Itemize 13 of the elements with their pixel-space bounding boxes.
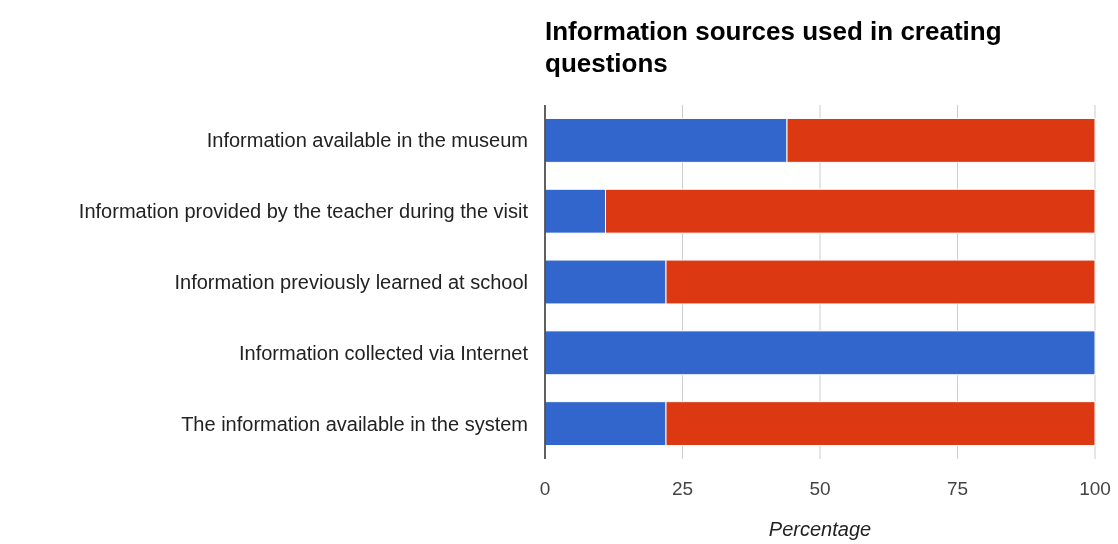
bar [544,330,1096,376]
y-tick-label: Information provided by the teacher during the visit [78,200,529,223]
x-tick-label: 50 [809,478,831,499]
x-tick-label: 25 [671,478,694,499]
y-tick-label: Information collected via Internet [238,341,529,364]
chart-title: Information sources used in creating questions [545,16,1002,78]
x-axis-title: Percentage [768,518,872,540]
x-tick-label: 0 [539,478,551,499]
y-tick-label: Information previously learned at school [174,271,528,293]
x-tick-label: 75 [946,478,969,499]
x-tick-label: 100 [1079,478,1111,499]
y-tick-label: The information available in the system [181,412,528,435]
y-tick-label: Information available in the museum [206,129,528,152]
